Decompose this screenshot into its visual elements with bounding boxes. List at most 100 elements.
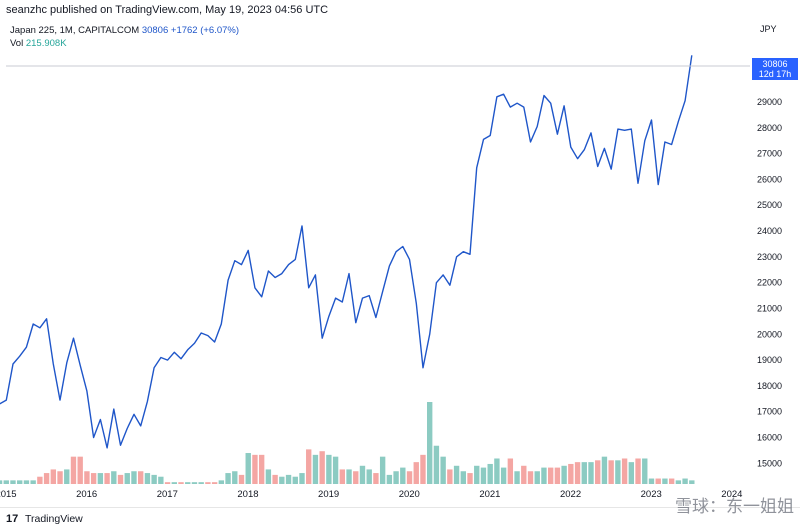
volume-bar — [487, 463, 493, 484]
volume-bar — [306, 449, 312, 484]
volume-bar — [225, 473, 231, 484]
volume-bar — [104, 473, 110, 484]
volume-bar — [595, 460, 601, 484]
volume-bar — [601, 456, 608, 484]
volume-bar — [138, 471, 144, 484]
volume-bar — [339, 469, 346, 484]
brand-name[interactable]: TradingView — [24, 513, 83, 525]
volume-bar — [158, 476, 164, 484]
last-price: 30806 — [141, 25, 169, 36]
y-tick-label: 19000 — [757, 355, 782, 365]
volume-bar — [689, 480, 695, 484]
x-tick-label: 2016 — [76, 489, 97, 500]
volume-row: Vol 215.908K — [10, 37, 239, 50]
volume-bar — [211, 482, 218, 484]
volume-bar — [655, 478, 661, 484]
volume-bar — [554, 467, 561, 484]
volume-bar — [30, 480, 36, 484]
volume-bar — [494, 458, 500, 484]
volume-bar — [400, 467, 406, 484]
volume-bar — [366, 469, 372, 484]
volume-bar — [3, 480, 9, 484]
volume-bar — [238, 474, 245, 484]
volume-bar — [57, 471, 63, 484]
volume-bar — [460, 471, 466, 484]
volume-bar — [178, 482, 184, 484]
volume-bar — [353, 471, 359, 484]
volume-bar — [117, 474, 124, 484]
tradingview-logo[interactable]: 17 — [6, 513, 19, 525]
published-note: seanzhc published on TradingView.com, Ma… — [6, 4, 329, 16]
volume-bar — [682, 478, 688, 484]
volume-bar — [386, 474, 393, 484]
volume-bar — [299, 473, 305, 484]
y-tick-label: 28000 — [757, 123, 782, 133]
volume-bar — [272, 474, 278, 484]
volume-bar — [252, 454, 258, 484]
watermark: 雪球：东一姐姐 — [675, 497, 794, 517]
volume-bar — [628, 462, 635, 484]
volume-bar — [77, 456, 83, 484]
volume-bar — [648, 478, 655, 484]
chart-legend: Japan 225, 1M, CAPITALCOM 30806 +1762 (+… — [10, 24, 239, 50]
y-tick-label: 20000 — [757, 329, 782, 339]
volume-bar — [547, 467, 554, 484]
currency-label: JPY — [760, 24, 777, 34]
volume-bar — [474, 465, 480, 484]
volume-bar — [245, 453, 251, 484]
y-tick-label: 24000 — [757, 226, 782, 236]
last-price-badge: 30806 12d 17h — [752, 58, 798, 80]
badge-countdown: 12d 17h — [758, 69, 792, 79]
volume-bar — [675, 480, 682, 484]
volume-bar — [258, 454, 265, 484]
volume-bar — [393, 471, 399, 484]
volume-bar — [151, 474, 157, 484]
volume-bar — [514, 471, 520, 484]
volume-bar — [541, 467, 547, 484]
volume-bar — [621, 458, 628, 484]
y-tick-label: 23000 — [757, 252, 782, 262]
symbol-row: Japan 225, 1M, CAPITALCOM 30806 +1762 (+… — [10, 24, 239, 37]
volume-bar — [326, 454, 332, 484]
volume-bar — [23, 480, 30, 484]
volume-bar — [581, 462, 587, 484]
volume-bar — [232, 471, 238, 484]
volume-bar — [561, 465, 567, 484]
volume-bar — [507, 458, 514, 484]
x-axis: 2015 2016 2017 2018 2019 2020 2021 2022 2023 2024 — [0, 489, 742, 500]
volume-bar — [144, 473, 151, 484]
volume-bar — [10, 480, 16, 484]
price-chart[interactable]: 15000 16000 17000 18000 19000 20000 21000 22000… — [0, 0, 800, 507]
volume-bar — [427, 402, 433, 484]
volume-bar — [124, 473, 130, 484]
volume-bars — [0, 402, 695, 484]
volume-label[interactable]: Vol — [10, 38, 24, 49]
x-tick-label: 2022 — [560, 489, 581, 500]
volume-value: 215.908K — [25, 38, 67, 49]
volume-bar — [0, 480, 3, 484]
volume-bar — [312, 454, 319, 484]
volume-bar — [50, 469, 57, 484]
y-tick-label: 21000 — [757, 303, 782, 313]
x-tick-label: 2017 — [157, 489, 178, 500]
volume-bar — [467, 473, 473, 484]
x-tick-label: 2020 — [399, 489, 420, 500]
volume-bar — [500, 467, 507, 484]
volume-bar — [568, 463, 574, 484]
volume-bar — [420, 454, 426, 484]
y-tick-label: 22000 — [757, 278, 782, 288]
x-tick-label: 2019 — [318, 489, 339, 500]
volume-bar — [43, 473, 50, 484]
y-tick-label: 17000 — [757, 407, 782, 417]
volume-bar — [64, 469, 70, 484]
volume-bar — [668, 478, 675, 484]
volume-bar — [346, 469, 352, 484]
y-axis: 15000 16000 17000 18000 19000 20000 21000 22000… — [757, 71, 782, 468]
volume-bar — [332, 456, 339, 484]
volume-bar — [433, 445, 440, 484]
volume-bar — [292, 476, 298, 484]
volume-bar — [279, 476, 285, 484]
y-tick-label: 29000 — [757, 97, 782, 107]
symbol-label[interactable]: Japan 225, 1M, CAPITALCOM — [10, 25, 140, 36]
volume-bar — [198, 482, 204, 484]
